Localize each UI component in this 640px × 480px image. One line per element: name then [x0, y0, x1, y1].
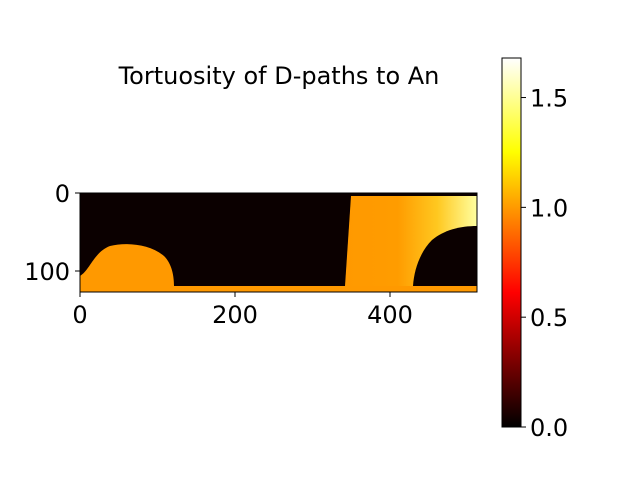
plot-frame — [79, 192, 478, 293]
colorbar-gradient — [501, 57, 522, 428]
chart-title: Tortuosity of D-paths to An — [118, 62, 440, 90]
y-tick-label: 0 — [55, 180, 70, 208]
left-dome-region — [80, 244, 174, 286]
right-dome-region — [413, 226, 477, 286]
colorbar-tick-label: 0.0 — [530, 414, 568, 442]
x-tick-label: 400 — [367, 301, 413, 329]
bottom-strip-region — [80, 286, 477, 292]
colorbar-tick-label: 1.0 — [530, 194, 568, 222]
x-axis: 0 200 400 — [72, 292, 413, 329]
y-tick-label: 100 — [24, 258, 70, 286]
colorbar-tick-label: 0.5 — [530, 304, 568, 332]
x-tick-label: 0 — [72, 301, 87, 329]
colorbar: 0.0 0.5 1.0 1.5 — [501, 57, 568, 442]
y-axis: 0 100 — [24, 180, 80, 286]
colorbar-tick-label: 1.5 — [530, 85, 568, 113]
colorbar-ticks: 0.0 0.5 1.0 1.5 — [521, 85, 568, 442]
heatmap-image — [80, 193, 477, 292]
x-tick-label: 200 — [212, 301, 258, 329]
